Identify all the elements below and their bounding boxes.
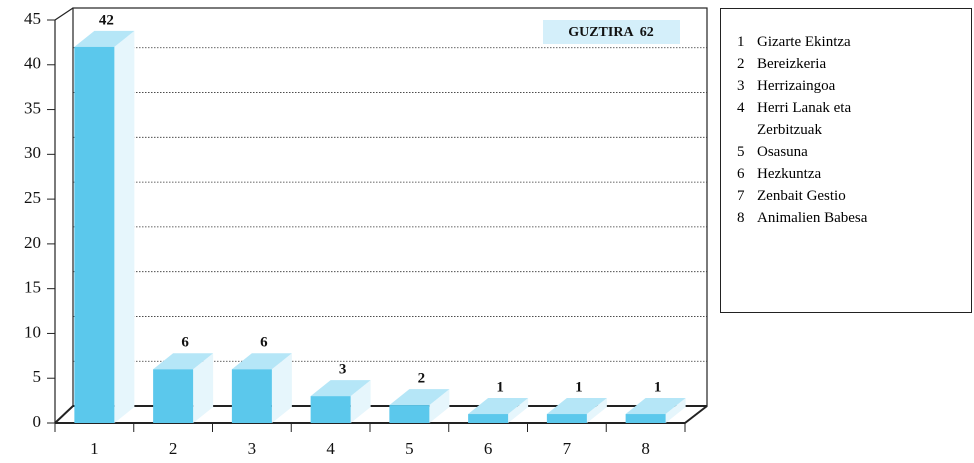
legend-key: 5 (737, 144, 745, 160)
legend-label: Osasuna (757, 144, 808, 160)
annotation-box (543, 20, 680, 44)
value-label: 1 (575, 379, 583, 395)
value-label: 42 (99, 12, 114, 28)
legend-item: 7 Zenbait Gestio (737, 185, 961, 207)
bar-side (271, 353, 292, 423)
bar (310, 396, 351, 423)
floor-right (684, 405, 708, 424)
value-label: 3 (339, 362, 347, 378)
y-tick-label: 40 (24, 54, 41, 73)
bar-top (389, 389, 450, 406)
bar-side (586, 398, 607, 423)
x-tick-label: 3 (248, 439, 257, 458)
x-tick-label: 2 (169, 439, 178, 458)
legend-item: 5 Osasuna (737, 141, 961, 163)
bar-top (310, 380, 371, 397)
bar-top (74, 30, 135, 47)
legend-label: Animalien Babesa (757, 210, 868, 226)
legend-item: 3 Herrizaingoa (737, 75, 961, 97)
legend-key: 8 (737, 210, 745, 226)
x-tick-label: 4 (326, 439, 335, 458)
bar-side (193, 353, 214, 423)
legend-label: Herrizaingoa (757, 78, 836, 94)
bar (468, 414, 509, 423)
y-tick-label: 30 (24, 143, 41, 162)
value-label: 6 (181, 335, 189, 351)
legend-item: 1 Gizarte Ekintza (737, 31, 961, 53)
bar-side (665, 398, 686, 423)
bar-top (153, 353, 214, 370)
legend-label: Zenbait Gestio (757, 188, 846, 204)
legend-label: Bereizkeria (757, 56, 827, 72)
bar-side (508, 398, 529, 423)
value-label: 2 (418, 371, 426, 387)
y-tick-label: 45 (24, 9, 41, 28)
x-tick-label: 5 (405, 439, 414, 458)
legend-key: 1 (737, 34, 745, 50)
legend-label: Herri Lanak eta Zerbitzuak (757, 100, 852, 138)
bar-top (231, 353, 292, 370)
legend-item: 4 Herri Lanak eta Zerbitzuak (737, 97, 961, 141)
legend-item: 8 Animalien Babesa (737, 207, 961, 229)
bar-top (468, 398, 529, 415)
x-tick-label: 7 (563, 439, 572, 458)
y-tick-label: 35 (24, 98, 41, 117)
y-tick-label: 25 (24, 188, 41, 207)
frame-edge (54, 7, 74, 21)
bar (546, 414, 587, 423)
value-label: 1 (654, 379, 662, 395)
floor-left (54, 405, 74, 424)
legend-label: Hezkuntza (757, 166, 822, 182)
legend-item: 2 Bereizkeria (737, 53, 961, 75)
chart: 05101520253035404514226364352617181GUZTI… (24, 7, 708, 458)
legend-key: 6 (737, 166, 745, 182)
bar (625, 414, 666, 423)
annotation: GUZTIRA 62 (568, 25, 654, 40)
legend-key: 7 (737, 188, 745, 204)
bar (389, 405, 430, 423)
bar (153, 369, 194, 423)
legend-item: 6 Hezkuntza (737, 163, 961, 185)
x-tick-label: 1 (90, 439, 99, 458)
y-tick-label: 15 (24, 278, 41, 297)
legend-key: 2 (737, 56, 745, 72)
legend-key: 3 (737, 78, 745, 94)
bar (74, 46, 115, 423)
back-wall (72, 7, 708, 407)
y-tick-label: 0 (33, 412, 42, 431)
bar-side (429, 389, 450, 423)
bar-side (114, 30, 135, 423)
legend: 1 Gizarte Ekintza 2 Bereizkeria 3 Herrizaingo… (720, 8, 972, 313)
bar-top (546, 398, 607, 415)
y-tick-label: 20 (24, 233, 41, 252)
y-tick-label: 10 (24, 322, 41, 341)
bar-top (625, 398, 686, 415)
x-tick-label: 8 (641, 439, 650, 458)
bar-side (350, 380, 371, 423)
y-tick-label: 5 (33, 367, 42, 386)
value-label: 1 (496, 379, 504, 395)
x-tick-label: 6 (484, 439, 493, 458)
value-label: 6 (260, 335, 268, 351)
legend-key: 4 (737, 100, 745, 116)
bar (231, 369, 272, 423)
legend-label: Gizarte Ekintza (757, 34, 851, 50)
